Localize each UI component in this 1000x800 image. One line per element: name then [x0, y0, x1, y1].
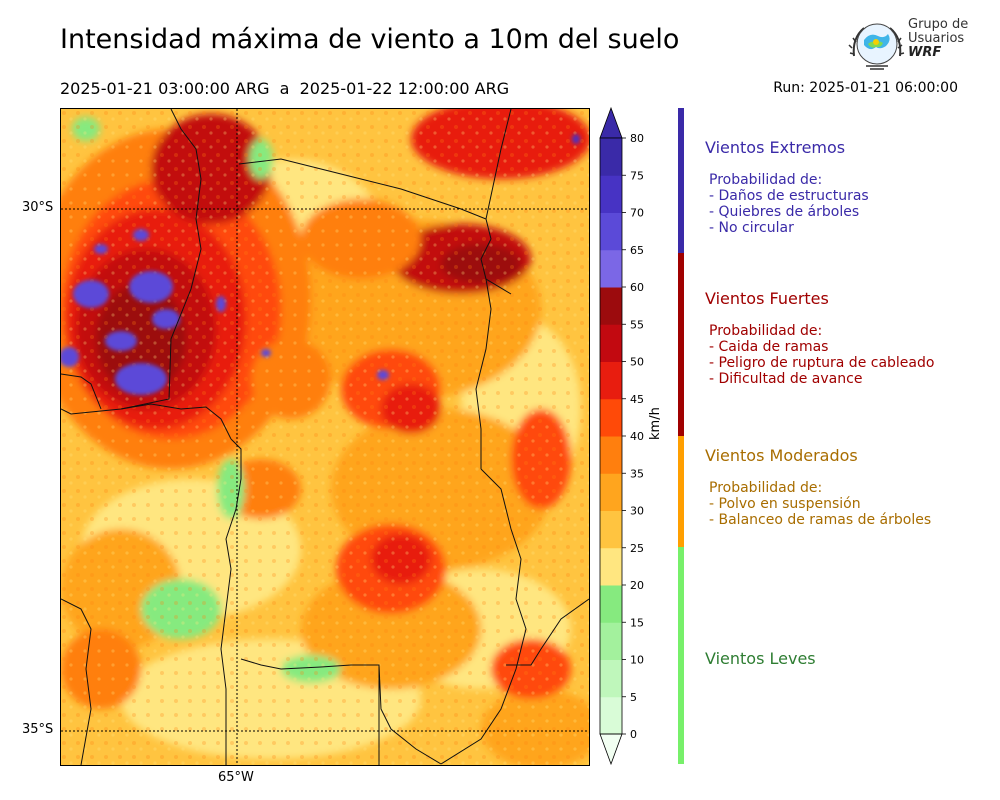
colorbar-segment	[600, 212, 622, 251]
category-line: - Dificultad de avance	[709, 371, 863, 387]
colorbar-segment	[600, 324, 622, 362]
colorbar-segment	[600, 398, 622, 437]
colorbar-segment	[600, 510, 622, 549]
colorbar-tick-label: 20	[630, 579, 644, 592]
colorbar-tick-label: 70	[630, 207, 644, 220]
colorbar-segment	[600, 436, 622, 474]
category-line: - Daños de estructuras	[709, 188, 869, 204]
colorbar-segment	[600, 249, 622, 288]
category-line: - Quiebres de árboles	[709, 204, 860, 220]
colorbar-tick-label: 40	[630, 430, 644, 443]
category-title: Vientos Extremos	[705, 138, 846, 157]
category-line: - No circular	[709, 220, 794, 236]
colorbar-segment	[600, 585, 622, 623]
logo-line3: WRF	[908, 45, 942, 60]
category-title: Vientos Leves	[705, 649, 816, 668]
colorbar-tick-label: 75	[630, 169, 644, 182]
colorbar-tick-label: 35	[630, 467, 644, 480]
colorbar-segment	[600, 361, 622, 400]
colorbar-segment	[600, 547, 622, 586]
colorbar-extend-top	[599, 106, 623, 139]
category-bar	[678, 436, 684, 547]
logo-line1: Grupo de	[908, 17, 969, 32]
colorbar-tick-label: 80	[630, 132, 644, 145]
category-title: Vientos Moderados	[705, 446, 858, 465]
globe-logo-icon	[848, 23, 905, 70]
wind-map	[60, 108, 590, 766]
colorbar-segment	[600, 622, 622, 660]
colorbar-tick-label: 45	[630, 393, 644, 406]
page-title: Intensidad máxima de viento a 10m del su…	[60, 24, 680, 55]
category-line: Probabilidad de:	[709, 323, 823, 339]
colorbar-tick-label: 5	[630, 691, 637, 704]
wrf-logo: Grupo de Usuarios WRF	[848, 16, 968, 72]
colorbar-tick-label: 15	[630, 616, 644, 629]
colorbar-tick-label: 50	[630, 356, 644, 369]
lon-label-65w: 65°W	[218, 770, 254, 785]
colorbar-segment	[600, 287, 622, 325]
colorbar-tick-label: 25	[630, 542, 644, 555]
colorbar-extend-bottom	[599, 733, 623, 766]
colorbar-segment	[600, 175, 622, 213]
category-description: Probabilidad de: - Daños de estructuras - …	[709, 172, 869, 236]
logo-line2: Usuarios	[908, 31, 965, 46]
colorbar-unit: km/h	[648, 407, 663, 440]
colorbar-tick-label: 30	[630, 505, 644, 518]
colorbar-segment	[600, 138, 622, 176]
category-bar	[678, 108, 684, 253]
colorbar-segment	[600, 473, 622, 511]
colorbar-tick-label: 60	[630, 281, 644, 294]
lat-label-30s: 30°S	[22, 200, 54, 215]
lat-label-35s: 35°S	[22, 722, 54, 737]
colorbar-tick-label: 65	[630, 244, 644, 257]
category-bar	[678, 547, 684, 764]
category-description: Probabilidad de: - Polvo en suspensión - B…	[709, 480, 931, 528]
wind-field-svg	[61, 109, 589, 765]
colorbar-tick-label: 55	[630, 318, 644, 331]
category-description: Probabilidad de: - Caida de ramas - Peligr…	[709, 323, 934, 387]
run-time: Run: 2025-01-21 06:00:00	[773, 80, 958, 96]
forecast-period: 2025-01-21 03:00:00 ARG a 2025-01-22 12:…	[60, 79, 510, 98]
colorbar-segment	[600, 696, 622, 735]
category-line: - Polvo en suspensión	[709, 496, 861, 512]
category-bar	[678, 253, 684, 436]
colorbar: 0 5 10 15 20 25 30 35 40 45 50 55 60 65 70 75 80	[599, 106, 644, 766]
category-line: - Caida de ramas	[709, 339, 829, 355]
category-line: - Balanceo de ramas de árboles	[709, 512, 932, 528]
colorbar-tick-label: 10	[630, 654, 644, 667]
category-line: Probabilidad de:	[709, 172, 823, 188]
category-line: - Peligro de ruptura de cableado	[709, 355, 935, 371]
colorbar-segment	[600, 659, 622, 698]
logo-text: Grupo de Usuarios WRF	[908, 18, 968, 60]
category-title: Vientos Fuertes	[705, 289, 829, 308]
colorbar-tick-label: 0	[630, 728, 637, 741]
category-line: Probabilidad de:	[709, 480, 823, 496]
